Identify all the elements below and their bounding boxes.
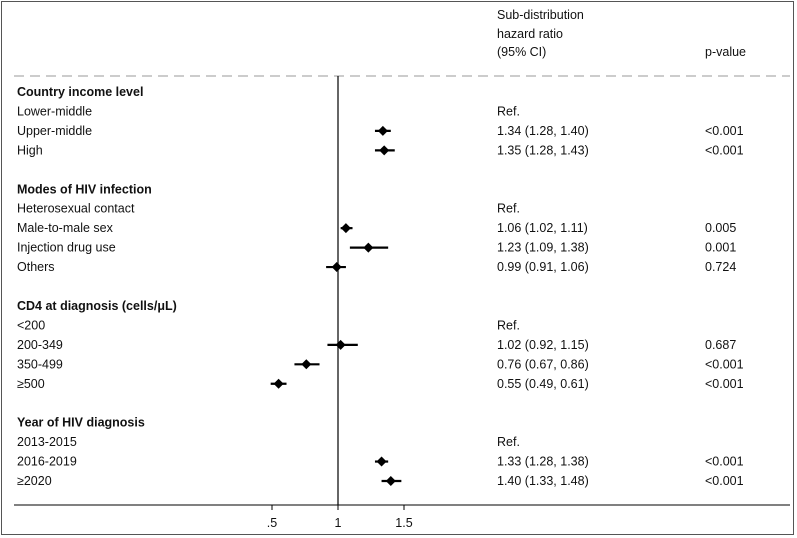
hr-text: 1.33 (1.28, 1.38) [497,455,589,469]
hr-header-line2: hazard ratio [497,27,563,41]
row-label: <200 [17,318,45,332]
hr-text: 0.55 (0.49, 0.61) [497,377,589,391]
x-tick-label: 1.5 [395,516,412,530]
row-label: Upper-middle [17,124,92,138]
row-label: 2013-2015 [17,435,77,449]
p-value: <0.001 [705,124,744,138]
p-value: 0.001 [705,241,736,255]
group-title: Year of HIV diagnosis [17,416,145,430]
hr-text: 1.34 (1.28, 1.40) [497,124,589,138]
hr-marker [379,145,390,156]
hr-text: 1.35 (1.28, 1.43) [497,143,589,157]
row-label: High [17,143,43,157]
p-value: <0.001 [705,455,744,469]
hr-text: 1.06 (1.02, 1.11) [497,221,588,235]
p-value: <0.001 [705,377,744,391]
group-title: Country income level [17,85,143,99]
hr-text: Ref. [497,318,520,332]
hr-text: 0.99 (0.91, 1.06) [497,260,589,274]
p-value: 0.005 [705,221,736,235]
hr-header-line3: (95% CI) [497,45,546,59]
pvalue-header: p-value [705,45,746,59]
row-label: Injection drug use [17,241,116,255]
x-tick-label: 1 [335,516,342,530]
hr-header-line1: Sub-distribution [497,8,584,22]
hr-marker [363,242,374,253]
hr-text: 1.02 (0.92, 1.15) [497,338,589,352]
p-value: 0.687 [705,338,736,352]
p-value: <0.001 [705,143,744,157]
hr-marker [385,476,396,486]
hr-text: Ref. [497,202,520,216]
hr-text: 0.76 (0.67, 0.86) [497,357,589,371]
hr-marker [377,125,388,136]
hr-text: Ref. [497,435,520,449]
hr-text: Ref. [497,104,520,118]
hr-text: 1.23 (1.09, 1.38) [497,241,589,255]
row-label: ≥500 [17,377,45,391]
row-label: 200-349 [17,338,63,352]
hr-marker [301,359,312,370]
p-value: 0.724 [705,260,736,274]
row-label: 350-499 [17,357,63,371]
row-label: Others [17,260,55,274]
row-label: ≥2020 [17,474,52,488]
hr-text: 1.40 (1.33, 1.48) [497,474,589,488]
group-title: CD4 at diagnosis (cells/μL) [17,299,177,313]
hr-marker [273,378,284,389]
x-tick-label: .5 [267,516,277,530]
p-value: <0.001 [705,474,744,488]
hr-marker [335,339,346,350]
row-label: Heterosexual contact [17,202,135,216]
group-title: Modes of HIV infection [17,182,152,196]
row-label: Male-to-male sex [17,221,114,235]
hr-marker [331,262,342,273]
hr-marker [376,456,387,467]
p-value: <0.001 [705,357,744,371]
row-label: Lower-middle [17,104,92,118]
row-label: 2016-2019 [17,455,77,469]
hr-marker [340,223,351,234]
